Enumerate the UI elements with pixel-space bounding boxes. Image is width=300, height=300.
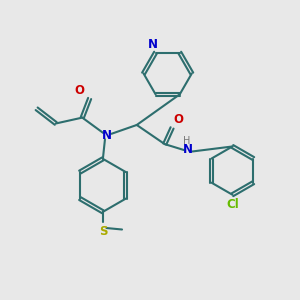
Text: O: O <box>174 112 184 126</box>
Text: Cl: Cl <box>226 198 239 211</box>
Text: S: S <box>99 225 107 238</box>
Text: N: N <box>148 38 158 51</box>
Text: N: N <box>102 129 112 142</box>
Text: N: N <box>183 143 193 157</box>
Text: O: O <box>74 84 84 97</box>
Text: H: H <box>183 136 190 146</box>
